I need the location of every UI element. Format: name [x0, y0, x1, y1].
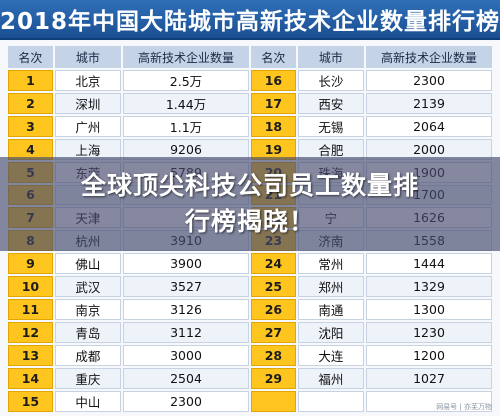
- city-cell-left: 重庆: [54, 367, 122, 389]
- city-cell-left: 成都: [54, 344, 122, 366]
- count-cell-right: [366, 390, 492, 412]
- rank-cell-left: 12: [8, 321, 53, 343]
- watermark: 网易号 | 亦芜万物: [436, 403, 492, 411]
- rank-cell-left: 13: [8, 344, 53, 366]
- city-cell-left: 深圳: [54, 93, 122, 114]
- headline-banner: 全球顶尖科技公司员工数量排 行榜揭晓！: [0, 157, 500, 251]
- count-cell-right: 1444: [366, 252, 492, 274]
- table-row: 2 深圳 1.44万 17 西安 2139: [8, 93, 492, 114]
- count-cell-right: 1230: [366, 321, 492, 343]
- count-cell-right: 2000: [366, 139, 492, 160]
- table-row: 13 成都 3000 28 大连 1200: [8, 344, 492, 366]
- city-cell-left: 中山: [54, 390, 122, 412]
- table-row: 3 广州 1.1万 18 无锡 2064: [8, 116, 492, 137]
- table-header-row: 名次 城市 高新技术企业数量 名次 城市 高新技术企业数量: [8, 46, 492, 68]
- count-cell-left: 3126: [123, 298, 249, 320]
- rank-cell-left: 1: [8, 70, 53, 91]
- count-cell-right: 1329: [366, 275, 492, 297]
- banner-line-2: 行榜揭晓！: [184, 207, 315, 236]
- count-cell-left: 2300: [123, 390, 249, 412]
- city-cell-left: 青岛: [54, 321, 122, 343]
- rank-cell-right: 29: [250, 367, 296, 389]
- rank-cell-right: 26: [250, 298, 296, 320]
- count-cell-left: 3112: [123, 321, 249, 343]
- city-cell-left: 武汉: [54, 275, 122, 297]
- count-cell-right: 2064: [366, 116, 492, 137]
- count-cell-right: 2300: [366, 70, 492, 91]
- rank-cell-left: 15: [8, 390, 53, 412]
- city-cell-left: 北京: [54, 70, 122, 91]
- count-cell-right: 1027: [366, 367, 492, 389]
- table-row: 1 北京 2.5万 16 长沙 2300: [8, 70, 492, 91]
- rank-cell-right: 28: [250, 344, 296, 366]
- count-cell-right: 2139: [366, 93, 492, 114]
- table-row: 12 青岛 3112 27 沈阳 1230: [8, 321, 492, 343]
- city-cell-right: 郑州: [297, 275, 364, 297]
- count-cell-left: 1.1万: [123, 116, 249, 137]
- city-cell-left: 广州: [54, 116, 122, 137]
- count-cell-left: 3900: [123, 252, 249, 274]
- header-city-left: 城市: [54, 46, 122, 68]
- rank-cell-right: 16: [250, 70, 296, 91]
- rank-cell-right: 27: [250, 321, 296, 343]
- table-row: 15 中山 2300: [8, 390, 492, 412]
- city-cell-right: 福州: [297, 367, 364, 389]
- city-cell-left: 南京: [54, 298, 122, 320]
- city-cell-right: 常州: [297, 252, 364, 274]
- rank-cell-right: 24: [250, 252, 296, 274]
- table-row: 10 武汉 3527 25 郑州 1329: [8, 275, 492, 297]
- table-row: 9 佛山 3900 24 常州 1444: [8, 252, 492, 274]
- banner-line-1: 全球顶尖科技公司员工数量排: [80, 171, 419, 200]
- header-count-right: 高新技术企业数量: [366, 46, 492, 68]
- rank-cell-left: 11: [8, 298, 53, 320]
- city-cell-right: 沈阳: [297, 321, 364, 343]
- count-cell-left: 2504: [123, 367, 249, 389]
- rank-cell-right: 25: [250, 275, 296, 297]
- header-city-right: 城市: [297, 46, 364, 68]
- city-cell-left: 佛山: [54, 252, 122, 274]
- city-cell-right: 西安: [297, 93, 364, 114]
- rank-cell-right: [250, 390, 296, 412]
- count-cell-left: 3000: [123, 344, 249, 366]
- page-title: 2018年中国大陆城市高新技术企业数量排行榜: [0, 0, 500, 40]
- count-cell-right: 1200: [366, 344, 492, 366]
- count-cell-left: 1.44万: [123, 93, 249, 114]
- table-row: 14 重庆 2504 29 福州 1027: [8, 367, 492, 389]
- city-cell-right: 无锡: [297, 116, 364, 137]
- city-cell-right: 南通: [297, 298, 364, 320]
- city-cell-right: [297, 390, 364, 412]
- header-rank-left: 名次: [8, 46, 53, 68]
- rank-cell-left: 2: [8, 93, 53, 114]
- count-cell-left: 2.5万: [123, 70, 249, 91]
- rank-cell-right: 17: [250, 93, 296, 114]
- table-row: 4 上海 9206 19 合肥 2000: [8, 139, 492, 160]
- count-cell-left: 3527: [123, 275, 249, 297]
- city-cell-right: 大连: [297, 344, 364, 366]
- rank-cell-left: 9: [8, 252, 53, 274]
- header-count-left: 高新技术企业数量: [123, 46, 249, 68]
- rank-cell-left: 10: [8, 275, 53, 297]
- header-rank-right: 名次: [250, 46, 296, 68]
- rank-cell-left: 14: [8, 367, 53, 389]
- city-cell-right: 长沙: [297, 70, 364, 91]
- count-cell-right: 1300: [366, 298, 492, 320]
- rank-cell-left: 3: [8, 116, 53, 137]
- count-cell-left: 9206: [123, 139, 249, 160]
- rank-cell-right: 18: [250, 116, 296, 137]
- table-row: 11 南京 3126 26 南通 1300: [8, 298, 492, 320]
